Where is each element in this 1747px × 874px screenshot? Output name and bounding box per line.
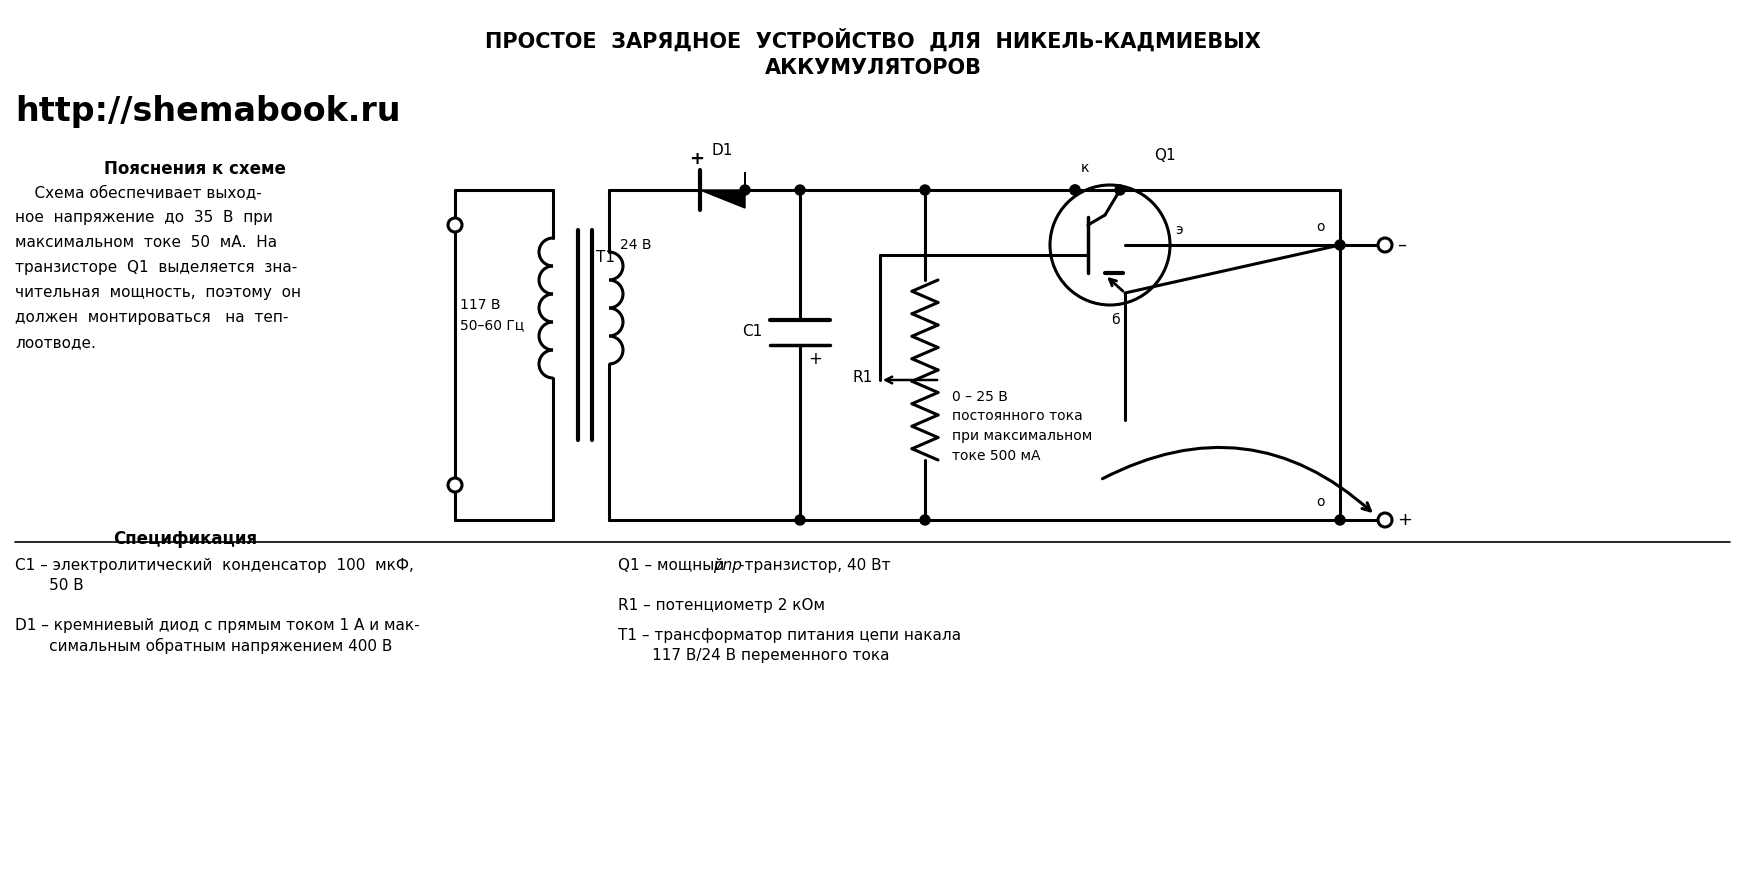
Text: +: + [1398,511,1412,529]
Text: T1: T1 [596,250,615,265]
Text: R1: R1 [853,371,874,385]
Circle shape [1378,238,1392,252]
Text: D1: D1 [711,143,732,158]
Text: максимальном  токе  50  мА.  На: максимальном токе 50 мА. На [16,235,278,250]
Circle shape [921,515,929,525]
Circle shape [1335,240,1345,250]
Text: должен  монтироваться   на  теп-: должен монтироваться на теп- [16,310,288,325]
Circle shape [795,515,805,525]
Text: C1: C1 [742,324,762,339]
Text: R1 – потенциометр 2 кОм: R1 – потенциометр 2 кОм [618,598,825,613]
Text: Схема обеспечивает выход-: Схема обеспечивает выход- [16,185,262,200]
Circle shape [447,218,461,232]
Text: Спецификация: Спецификация [114,530,257,548]
Text: Q1 – мощный: Q1 – мощный [618,558,728,573]
Circle shape [795,185,805,195]
Text: pnp: pnp [713,558,742,573]
Text: б: б [1111,313,1120,327]
FancyArrowPatch shape [1102,447,1370,511]
Text: чительная  мощность,  поэтому  он: чительная мощность, поэтому он [16,285,300,300]
Circle shape [1335,515,1345,525]
Text: http://shemabook.ru: http://shemabook.ru [16,95,400,128]
Text: 24 В: 24 В [620,238,652,252]
Circle shape [447,478,461,492]
Circle shape [1378,513,1392,527]
Circle shape [741,185,749,195]
Text: -транзистор, 40 Вт: -транзистор, 40 Вт [739,558,891,573]
Text: Пояснения к схеме: Пояснения к схеме [105,160,287,178]
Text: о: о [1317,220,1324,234]
Text: ПРОСТОЕ  ЗАРЯДНОЕ  УСТРОЙСТВО  ДЛЯ  НИКЕЛЬ-КАДМИЕВЫХ: ПРОСТОЕ ЗАРЯДНОЕ УСТРОЙСТВО ДЛЯ НИКЕЛЬ-К… [486,28,1261,52]
Text: +: + [809,350,821,368]
Polygon shape [701,172,744,208]
Text: АККУМУЛЯТОРОВ: АККУМУЛЯТОРОВ [765,58,982,78]
Text: о: о [1317,495,1324,509]
Text: T1 – трансформатор питания цепи накала: T1 – трансформатор питания цепи накала [618,628,961,643]
Text: ное  напряжение  до  35  В  при: ное напряжение до 35 В при [16,210,273,225]
Text: транзисторе  Q1  выделяется  зна-: транзисторе Q1 выделяется зна- [16,260,297,275]
Circle shape [921,185,929,195]
Text: C1 – электролитический  конденсатор  100  мкФ,: C1 – электролитический конденсатор 100 м… [16,558,414,573]
Circle shape [1069,185,1080,195]
Text: 117 В
50–60 Гц: 117 В 50–60 Гц [459,298,524,332]
Text: –: – [1398,236,1406,254]
Text: 117 В/24 В переменного тока: 117 В/24 В переменного тока [618,648,889,663]
Text: 0 – 25 В
постоянного тока
при максимальном
токе 500 мА: 0 – 25 В постоянного тока при максимальн… [952,390,1092,462]
Text: D1 – кремниевый диод с прямым током 1 А и мак-: D1 – кремниевый диод с прямым током 1 А … [16,618,419,633]
Text: э: э [1176,223,1183,237]
Circle shape [1069,185,1080,195]
Text: Q1: Q1 [1155,148,1176,163]
Text: лоотводе.: лоотводе. [16,335,96,350]
Text: симальным обратным напряжением 400 В: симальным обратным напряжением 400 В [16,638,393,654]
Circle shape [1115,185,1125,195]
Text: +: + [690,150,704,168]
Text: 50 В: 50 В [16,578,84,593]
Text: к: к [1081,161,1088,175]
